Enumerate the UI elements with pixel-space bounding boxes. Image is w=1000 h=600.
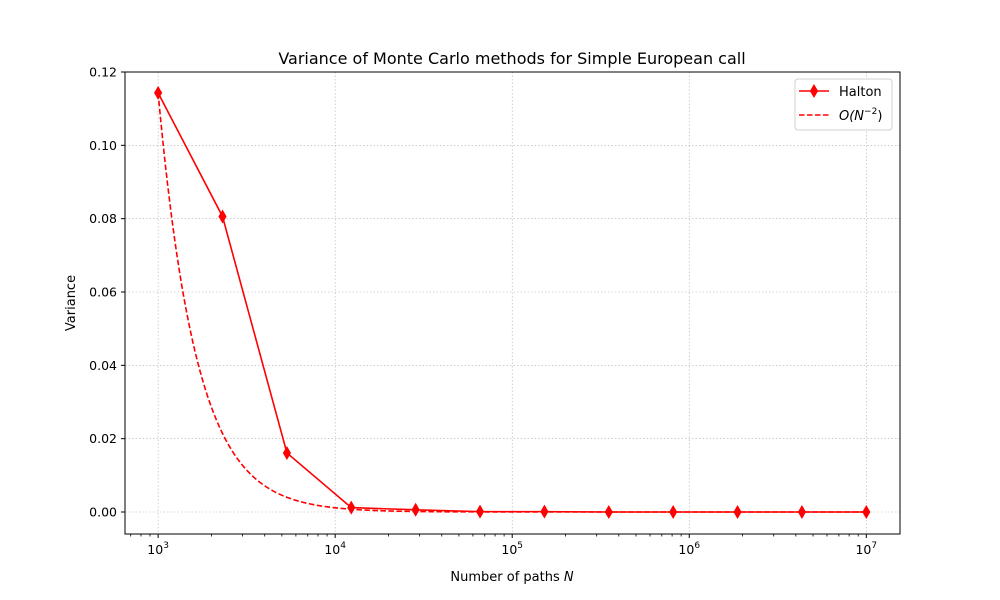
halton-data-point [475,504,485,519]
x-axis-label-text: Number of paths [450,570,563,585]
halton-series-line [157,92,867,513]
x-tick-label-exponent: 3 [163,541,169,551]
y-tick-label: 0.00 [89,505,117,520]
x-axis-label: Number of paths N [450,570,573,585]
legend-halton-label: Halton [839,85,882,100]
legend-reference-label: O(N−2) [839,107,882,124]
x-tick-label-exponent: 6 [694,541,700,551]
halton-data-point [733,505,742,519]
x-tick-label: 106 [678,541,700,557]
y-tick-label: 0.04 [89,358,117,373]
x-tick-label: 104 [324,541,346,557]
halton-data-point [154,85,163,100]
halton-data-point [604,505,613,519]
y-tick-label: 0.08 [89,211,117,226]
legend-halton-marker [809,84,819,98]
y-axis-label: Variance [64,275,79,331]
halton-data-point [347,500,356,515]
x-tick-label-base: 10 [678,542,694,557]
halton-data-point [540,504,549,519]
halton-data-point [218,209,227,224]
x-tick-label-base: 10 [855,542,871,557]
x-tick-label: 107 [855,541,877,557]
x-tick-label-base: 10 [324,542,340,557]
x-tick-label: 103 [147,541,169,557]
halton-data-point [862,505,871,519]
x-tick-label: 105 [501,541,523,557]
halton-data-point [669,505,678,519]
x-tick-label-exponent: 4 [340,541,346,551]
x-axis-label-symbol: N [564,570,574,585]
y-tick-label: 0.10 [89,138,117,153]
legend: Halton O(N−2) [794,78,893,131]
grid-lines [125,71,900,534]
halton-data-point [797,505,807,519]
y-tick-label: 0.06 [89,285,117,300]
halton-data-point [411,502,420,517]
series-layer [154,85,871,519]
halton-data-point [282,445,292,460]
y-tick-label: 0.12 [89,65,117,80]
y-tick-label: 0.02 [89,431,117,446]
x-tick-label-base: 10 [147,542,163,557]
x-tick-label-exponent: 5 [517,541,523,551]
x-tick-label-exponent: 7 [871,541,877,551]
x-tick-label-base: 10 [501,542,517,557]
chart-title: Variance of Monte Carlo methods for Simp… [278,49,745,68]
